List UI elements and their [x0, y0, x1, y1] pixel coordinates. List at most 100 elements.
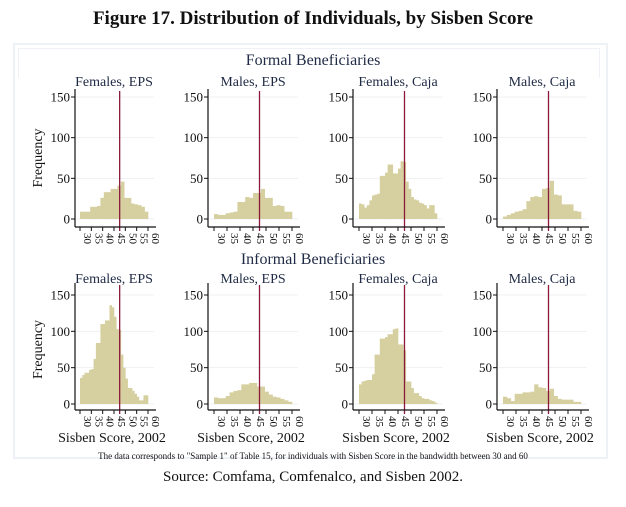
histogram-bar — [100, 324, 103, 404]
histogram-bar — [134, 393, 137, 404]
y-tick-label: 100 — [473, 130, 493, 145]
histogram-bar — [565, 204, 570, 219]
panel-title: Females, Caja — [358, 75, 438, 90]
histogram-bar — [534, 196, 539, 219]
x-tick-label: 40 — [104, 233, 116, 245]
x-tick-label: 30 — [81, 416, 93, 428]
panel-title: Males, EPS — [220, 272, 285, 287]
x-tick-label: 35 — [373, 233, 385, 245]
histogram-bar — [379, 175, 383, 219]
histogram-bar — [288, 401, 293, 404]
histogram-bar — [268, 394, 273, 404]
panel-title: Females, EPS — [75, 272, 153, 287]
histogram-bar — [526, 392, 531, 404]
histogram-bar — [127, 197, 132, 219]
histogram-bar — [83, 211, 88, 219]
histogram-bar — [518, 210, 523, 219]
histogram-bar — [392, 173, 396, 219]
histogram-bar — [214, 397, 219, 404]
histogram-bar — [280, 205, 285, 219]
histogram-bar — [141, 400, 144, 404]
histogram-bar — [426, 208, 430, 219]
histogram-bar — [549, 388, 554, 404]
histogram-bar — [400, 161, 404, 219]
histogram-bar — [374, 354, 378, 404]
histogram-bar — [366, 380, 370, 404]
histogram-bar — [416, 393, 420, 404]
histogram-bar — [506, 214, 512, 219]
x-tick-label: 30 — [215, 233, 227, 245]
histogram-bar — [84, 372, 88, 404]
histogram-bar — [86, 372, 90, 404]
histogram-bar — [264, 391, 269, 404]
histogram-bar — [385, 337, 388, 404]
histogram-bar — [241, 384, 246, 404]
x-tick-label: 55 — [138, 416, 150, 428]
y-tick-label: 100 — [51, 130, 71, 145]
histogram-bar — [233, 390, 238, 404]
histogram-bar — [553, 396, 558, 404]
histogram-bar — [245, 197, 250, 219]
histogram-bar — [103, 192, 108, 219]
group-title-informal: Informal Beneficiaries — [240, 251, 386, 268]
histogram-bar — [260, 188, 265, 219]
histogram-bar — [359, 203, 362, 219]
histogram-bar — [561, 399, 566, 404]
histogram-bar — [431, 205, 435, 219]
histogram-bar — [127, 388, 131, 404]
histogram-bar — [131, 203, 135, 219]
histogram-bar — [514, 211, 519, 219]
y-tick-label: 100 — [329, 130, 349, 145]
x-tick-label: 60 — [582, 416, 594, 428]
x-tick-label: 35 — [517, 233, 529, 245]
histogram-bar — [392, 329, 396, 404]
y-tick-label: 150 — [329, 288, 349, 303]
histogram-bar — [253, 192, 258, 219]
histogram-bar — [284, 211, 289, 219]
x-tick-label: 45 — [399, 233, 411, 245]
histogram-bar — [97, 205, 101, 219]
histogram-bar — [107, 192, 111, 219]
histogram-bar — [413, 199, 417, 219]
histogram-bar — [549, 180, 554, 219]
y-tick-label: 100 — [184, 324, 204, 339]
y-tick-label: 50 — [479, 171, 492, 186]
histogram-bar — [395, 328, 399, 404]
y-tick-label: 100 — [329, 324, 349, 339]
y-tick-label: 0 — [342, 397, 349, 412]
y-tick-label: 150 — [184, 288, 204, 303]
histogram-bar — [114, 316, 117, 404]
x-tick-label: 30 — [215, 416, 227, 428]
histogram-bar — [416, 200, 420, 219]
histogram-bar — [137, 205, 142, 219]
histogram-bar — [405, 381, 409, 404]
y-tick-label: 150 — [473, 90, 493, 105]
x-tick-label: 50 — [126, 416, 138, 428]
figure-source: Source: Comfama, Comfenalco, and Sisben … — [163, 469, 463, 485]
x-tick-label: 45 — [543, 233, 555, 245]
histogram-bar — [377, 354, 381, 404]
histogram-bar — [124, 197, 128, 219]
histogram-bar — [100, 197, 105, 219]
y-tick-label: 0 — [197, 212, 204, 227]
x-tick-label: 40 — [386, 416, 398, 428]
histogram-bar — [369, 200, 373, 219]
histogram-bar — [429, 205, 433, 219]
y-tick-label: 150 — [51, 90, 71, 105]
histogram-bar — [91, 369, 94, 404]
x-tick-label: 50 — [556, 416, 568, 428]
histogram-bar — [395, 173, 399, 219]
x-tick-label: 30 — [81, 233, 93, 245]
histogram-bar — [288, 211, 293, 219]
y-axis-label: Frequency — [31, 320, 46, 379]
histogram-bar — [276, 205, 281, 219]
histogram-bar — [89, 369, 92, 404]
histogram-bar — [421, 203, 425, 219]
y-tick-label: 100 — [473, 324, 493, 339]
histogram-bar — [506, 398, 512, 404]
x-tick-label: 60 — [293, 416, 305, 428]
x-tick-label: 55 — [425, 416, 437, 428]
